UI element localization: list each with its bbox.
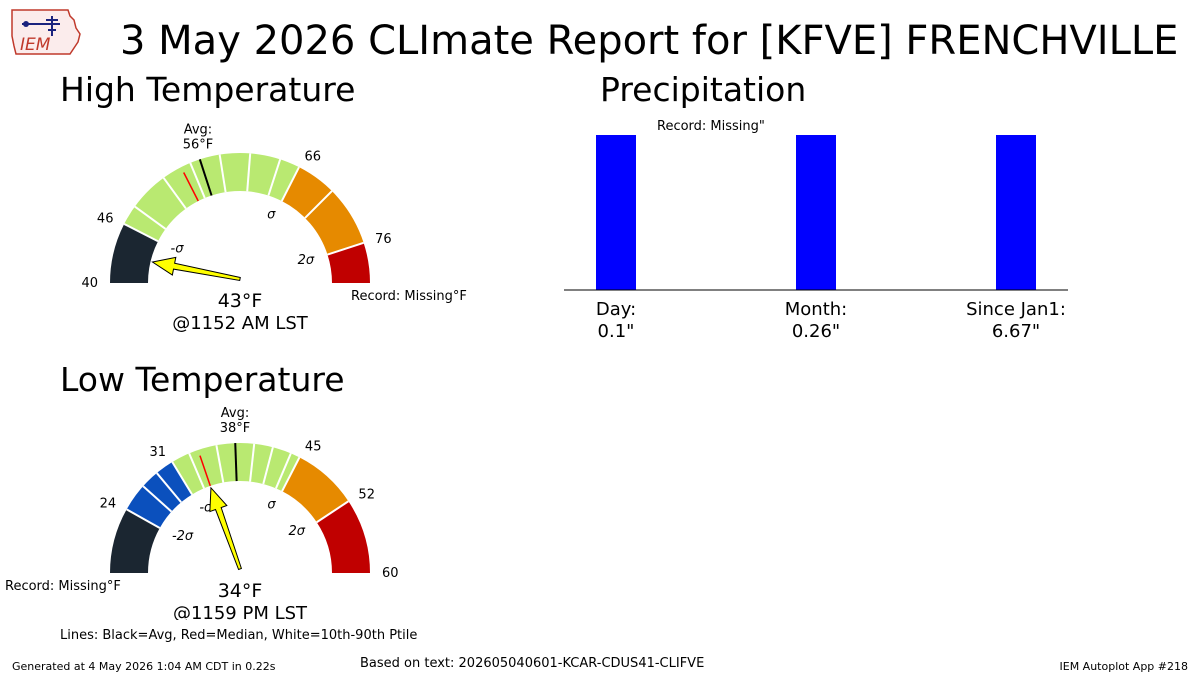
sigma-label: -σ	[171, 242, 185, 257]
percentile-line	[189, 162, 206, 199]
percentile-line	[246, 153, 252, 192]
sigma-label: 2σ	[289, 524, 306, 539]
gauge-band	[110, 223, 159, 283]
observed-pointer	[151, 256, 241, 282]
percentile-line	[218, 154, 227, 193]
percentile-line	[249, 443, 256, 482]
avg-label: Avg:	[184, 123, 212, 138]
gauge-tick-label: 24	[100, 497, 117, 512]
observed-time: @1159 PM LST	[173, 603, 308, 620]
sigma-label: 2σ	[298, 253, 315, 268]
gauge-band	[126, 462, 193, 528]
record-label: Record: Missing°F	[5, 579, 121, 594]
avg-line	[234, 443, 238, 482]
avg-line	[198, 159, 213, 196]
percentile-line	[262, 446, 274, 485]
precip-bar	[596, 135, 636, 290]
observed-time: @1152 AM LST	[172, 313, 309, 334]
percentile-line	[188, 452, 205, 489]
median-line	[183, 172, 199, 202]
high-temp-title: High Temperature	[60, 70, 356, 109]
avg-label: Avg:	[221, 406, 249, 421]
gauge-tick-label: 76	[375, 232, 392, 247]
gauge-band	[281, 167, 364, 255]
percentile-line	[126, 508, 161, 529]
gauge-tick-label: 66	[304, 149, 321, 164]
percentile-line	[134, 205, 167, 230]
percentile-line	[281, 456, 301, 492]
gauge-tick-label: 31	[149, 445, 166, 460]
avg-value: 56°F	[183, 138, 214, 153]
sigma-label: σ	[267, 498, 276, 513]
gauge-band	[316, 501, 370, 573]
percentile-line	[280, 166, 300, 202]
observed-value: 34°F	[218, 580, 263, 602]
gauge-band	[282, 457, 349, 523]
lines-legend: Lines: Black=Avg, Red=Median, White=10th…	[60, 628, 418, 643]
gauge-tick-label: 52	[358, 488, 375, 503]
gauge-tick-label: 60	[382, 566, 399, 581]
gauge-band	[110, 509, 160, 573]
gauge-band	[327, 242, 370, 283]
precip-bar-chart: Day:0.1" Month:0.26" Since Jan1:6.67" Recor…	[564, 119, 1068, 342]
category-label: Day:	[596, 299, 636, 320]
percentile-line	[304, 190, 333, 219]
median-line	[199, 455, 212, 487]
percentile-line	[142, 485, 173, 513]
precip-bar	[796, 135, 836, 290]
gauge-band	[124, 152, 300, 242]
app-note: IEM Autoplot App #218	[1059, 660, 1189, 673]
observed-pointer	[209, 486, 243, 571]
page-title: 3 May 2026 CLImate Report for [KFVE] FRE…	[120, 18, 1179, 64]
precip-bar	[996, 135, 1036, 290]
value-label: 0.1"	[598, 321, 635, 342]
value-label: 0.26"	[792, 321, 840, 342]
precip-title: Precipitation	[600, 70, 807, 109]
percentile-line	[156, 472, 182, 503]
percentile-line	[327, 241, 364, 256]
gauge-tick-label: 46	[97, 212, 114, 227]
record-label: Record: Missing°F	[351, 289, 467, 304]
generated-note: Generated at 4 May 2026 1:04 AM CDT in 0…	[12, 660, 276, 673]
source-note: Based on text: 202605040601-KCAR-CDUS41-…	[360, 656, 705, 671]
percentile-line	[123, 223, 159, 243]
percentile-line	[162, 177, 187, 210]
category-label: Month:	[785, 299, 847, 320]
logo-text: IEM	[20, 35, 51, 55]
percentile-line	[267, 159, 282, 196]
precip-record-label: Record: Missing"	[657, 119, 765, 134]
avg-value: 38°F	[220, 421, 251, 436]
percentile-line	[215, 444, 225, 483]
low-temp-title: Low Temperature	[60, 360, 345, 399]
value-label: 6.67"	[992, 321, 1040, 342]
sigma-label: σ	[267, 208, 276, 223]
category-label: Since Jan1:	[966, 299, 1066, 320]
sigma-label: -2σ	[172, 529, 194, 544]
gauge-tick-label: 45	[305, 440, 322, 455]
percentile-line	[316, 500, 349, 524]
percentile-line	[275, 452, 292, 489]
percentile-line	[171, 461, 193, 495]
high-temp-gauge: 40 46 66 76 -σ σ 2σ Avg:56°F 43°F@1152 AM LST Rec…	[81, 123, 467, 334]
iem-logo: IEM	[11, 9, 81, 55]
gauge-tick-label: 40	[81, 276, 98, 291]
observed-value: 43°F	[218, 290, 263, 312]
